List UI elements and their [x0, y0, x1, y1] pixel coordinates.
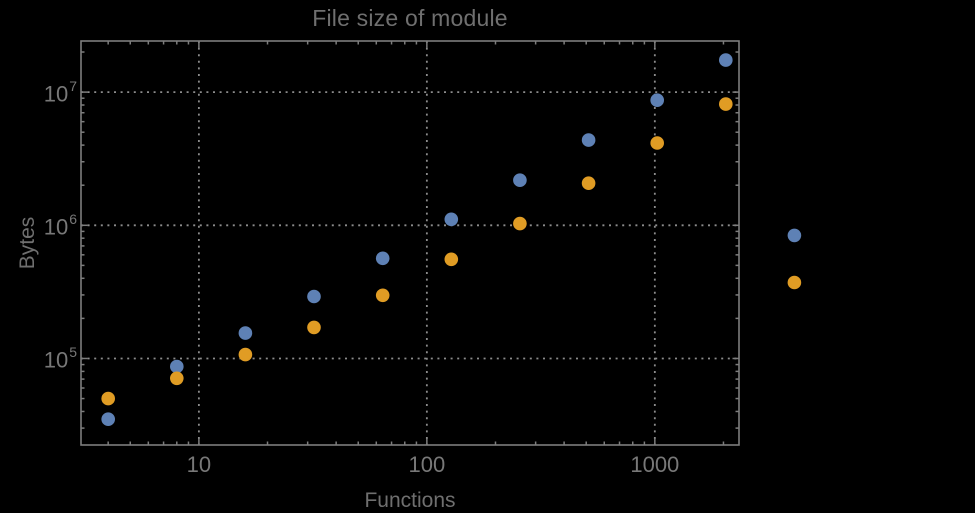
y-tick-label-10e7: 107	[0, 78, 77, 107]
data-point-orange-16	[238, 347, 253, 362]
data-point-orange-1024	[650, 136, 664, 150]
x-tick-label-10: 10	[186, 452, 212, 477]
x-axis-label: Functions	[364, 489, 456, 512]
chart-title: File size of module	[312, 5, 508, 31]
data-point-orange-32	[307, 320, 321, 335]
y-tick-label-10e6: 106	[0, 211, 77, 240]
y-tick-exponent: 7	[69, 78, 77, 95]
y-tick-exponent: 6	[69, 211, 77, 228]
data-point-blue-256	[513, 173, 527, 187]
data-point-blue-1024	[650, 93, 664, 107]
y-axis-label: Bytes	[16, 216, 39, 270]
y-tick-exponent: 5	[69, 344, 77, 361]
data-point-orange-64	[375, 288, 390, 303]
data-point-orange-128	[444, 252, 459, 267]
data-point-orange-256	[513, 216, 527, 231]
data-point-orange-8	[170, 371, 184, 386]
y-tick-label-10e5: 105	[0, 344, 77, 373]
data-point-blue-64	[375, 251, 390, 266]
data-point-blue-512	[581, 133, 596, 147]
x-tick-label-1000: 1000	[630, 452, 680, 477]
data-point-orange-4096	[787, 275, 802, 290]
data-point-blue-16	[238, 326, 253, 340]
y-tick-base: 10	[43, 214, 69, 240]
data-point-blue-8	[170, 359, 184, 374]
data-point-blue-2048	[719, 53, 733, 67]
data-point-blue-128	[444, 212, 459, 227]
data-point-blue-4	[101, 412, 115, 427]
data-point-blue-4096	[787, 228, 802, 243]
plot-frame	[80, 40, 740, 446]
data-point-blue-32	[307, 289, 321, 304]
data-point-orange-2048	[719, 97, 733, 111]
data-point-orange-4	[101, 391, 115, 406]
data-point-orange-512	[581, 176, 596, 190]
x-tick-label-100: 100	[408, 452, 446, 477]
y-tick-base: 10	[43, 81, 69, 107]
y-tick-base: 10	[43, 347, 69, 373]
